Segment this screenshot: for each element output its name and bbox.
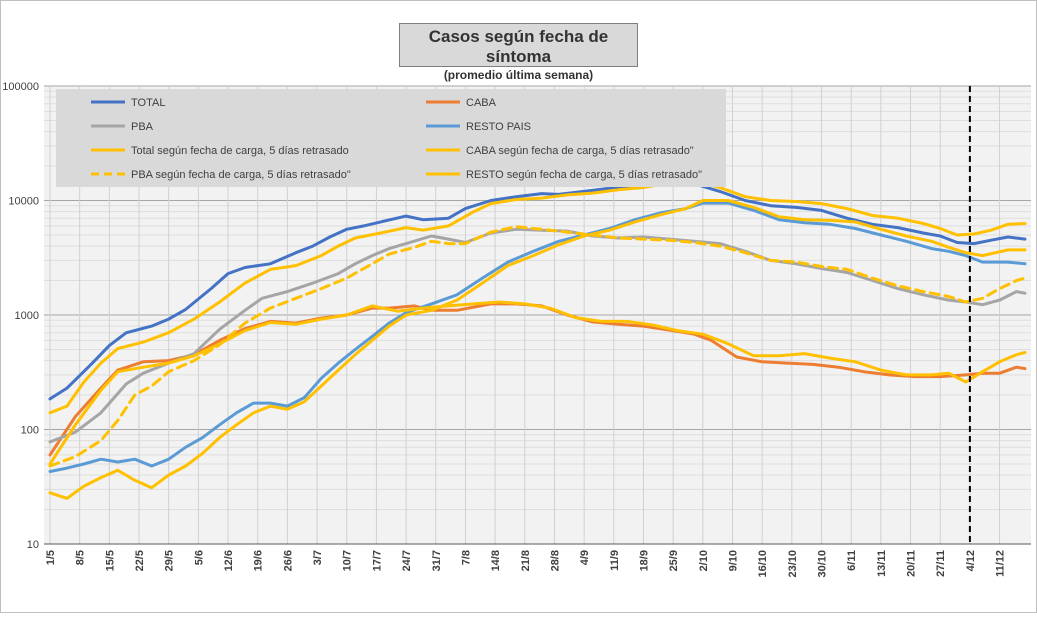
x-axis-tick-labels: 1/5 8/5 15/5 22/5 29/5 5/6 12/6 19/6 26/6 3/7 10/7… — [45, 550, 1007, 578]
legend-label: RESTO según fecha de carga, 5 días retra… — [466, 169, 702, 181]
series-line — [48, 227, 1027, 444]
x-tick-label: 28/8 — [549, 550, 561, 571]
series-line — [48, 199, 1027, 500]
legend-label: Total según fecha de carga, 5 días retra… — [131, 145, 349, 157]
x-tick-label: 16/10 — [757, 550, 769, 578]
legend-label: TOTAL — [131, 97, 165, 109]
y-tick-label: 10 — [27, 539, 39, 551]
x-tick-label: 15/5 — [104, 550, 116, 571]
chart-subtitle: (promedio última semana) — [443, 68, 594, 82]
y-tick-label: 100 — [21, 425, 39, 437]
x-tick-label: 20/11 — [906, 550, 918, 577]
x-tick-label: 1/5 — [45, 550, 57, 565]
x-tick-label: 21/8 — [520, 550, 532, 571]
y-axis-tick-labels: 10 100 1000 10000 100000 — [2, 81, 39, 551]
x-tick-label: 31/7 — [431, 550, 443, 571]
x-tick-label: 23/10 — [787, 550, 799, 578]
x-tick-label: 22/5 — [134, 550, 146, 571]
x-tick-label: 25/9 — [668, 550, 680, 571]
x-tick-label: 3/7 — [312, 550, 324, 565]
x-tick-label: 2/10 — [698, 550, 710, 571]
x-tick-label: 18/9 — [638, 550, 650, 571]
y-tick-label: 100000 — [2, 81, 39, 93]
x-tick-label: 4/9 — [579, 550, 591, 565]
series-line — [48, 225, 1027, 468]
chart-title-box: Casos según fecha de síntoma (promedio ú… — [399, 23, 638, 82]
y-tick-label: 1000 — [15, 310, 39, 322]
x-tick-label: 17/7 — [371, 550, 383, 571]
legend-label: CABA — [466, 97, 497, 109]
x-tick-label: 29/5 — [164, 550, 176, 571]
x-tick-label: 9/10 — [728, 550, 740, 571]
x-tick-label: 13/11 — [876, 550, 888, 577]
series-line — [48, 300, 1027, 466]
legend-label: CABA según fecha de carga, 5 días retras… — [466, 145, 694, 157]
x-tick-label: 6/11 — [846, 550, 858, 571]
legend-label: PBA según fecha de carga, 5 días retrasa… — [131, 169, 351, 181]
x-tick-label: 30/10 — [817, 550, 829, 578]
legend: TOTAL CABA PBA RESTO PAIS Total según fecha … — [56, 89, 726, 187]
x-tick-label: 11/12 — [995, 550, 1007, 577]
series-line — [48, 178, 1027, 415]
x-tick-label: 12/6 — [223, 550, 235, 571]
x-tick-label: 8/5 — [75, 550, 87, 565]
x-tick-label: 27/11 — [935, 550, 947, 577]
x-tick-label: 11/9 — [609, 550, 621, 571]
x-tick-label: 10/7 — [342, 550, 354, 571]
x-tick-label: 4/12 — [965, 550, 977, 571]
x-tick-label: 19/6 — [253, 550, 265, 571]
x-tick-label: 5/6 — [193, 550, 205, 565]
legend-label: PBA — [131, 121, 154, 133]
chart-title: Casos según fecha de síntoma — [428, 27, 609, 66]
legend-label: RESTO PAIS — [466, 121, 531, 133]
x-tick-label: 26/6 — [282, 550, 294, 571]
x-tick-label: 14/8 — [490, 550, 502, 571]
x-tick-label: 24/7 — [401, 550, 413, 571]
x-tick-label: 7/8 — [460, 550, 472, 565]
series-line — [48, 180, 1027, 401]
series-lines — [48, 178, 1027, 500]
legend-box — [56, 89, 726, 187]
series-line — [48, 201, 1027, 473]
y-tick-label: 10000 — [8, 196, 39, 208]
